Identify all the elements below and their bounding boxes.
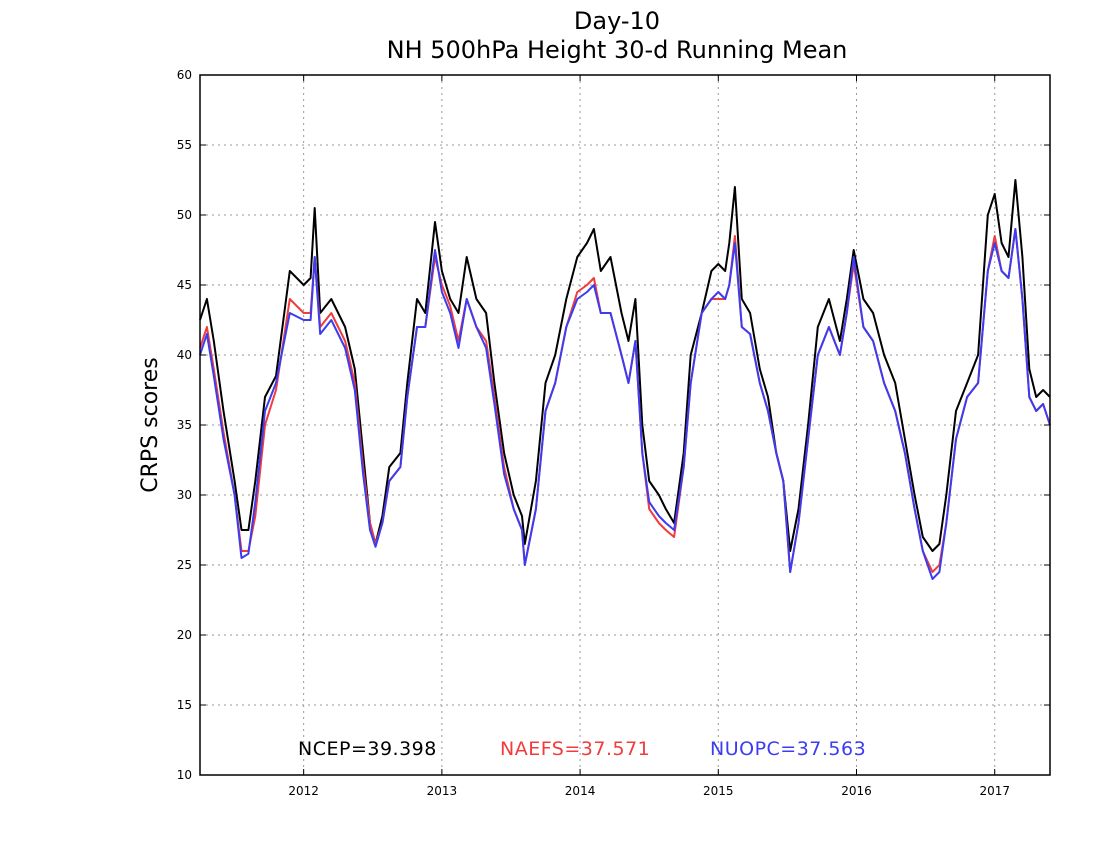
y-tick-label: 15 (177, 698, 192, 712)
y-tick-label: 10 (177, 768, 192, 782)
y-tick-label: 50 (177, 208, 192, 222)
x-tick-label: 2014 (565, 784, 596, 798)
series-line-ncep (199, 179, 1051, 552)
y-axis-ticks: 10 15 20 25 30 35 40 45 50 55 60 (177, 68, 1050, 782)
y-tick-label: 60 (177, 68, 192, 82)
x-tick-label: 2017 (979, 784, 1010, 798)
y-tick-label: 55 (177, 138, 192, 152)
nuopc-score-label: NUOPC=37.563 (710, 738, 866, 760)
y-tick-label: 30 (177, 488, 192, 502)
y-tick-label: 35 (177, 418, 192, 432)
chart-title-line-2: NH 500hPa Height 30-d Running Mean (387, 36, 848, 64)
x-tick-label: 2012 (288, 784, 319, 798)
x-tick-label: 2016 (841, 784, 872, 798)
y-axis-label: CRPS scores (138, 357, 163, 492)
grid (200, 75, 1050, 775)
series-line-nuopc (199, 228, 1051, 580)
naefs-score-label: NAEFS=37.571 (500, 738, 650, 760)
series-line-naefs (199, 228, 1051, 573)
x-tick-label: 2015 (703, 784, 734, 798)
y-tick-label: 45 (177, 278, 192, 292)
y-tick-label: 25 (177, 558, 192, 572)
chart-title-line-1: Day-10 (574, 7, 660, 35)
y-tick-label: 20 (177, 628, 192, 642)
y-tick-label: 40 (177, 348, 192, 362)
x-axis-ticks: 2012 2013 2014 2015 2016 2017 (288, 75, 1010, 798)
ncep-score-label: NCEP=39.398 (298, 738, 437, 760)
series-lines (199, 179, 1051, 580)
x-tick-label: 2013 (427, 784, 458, 798)
